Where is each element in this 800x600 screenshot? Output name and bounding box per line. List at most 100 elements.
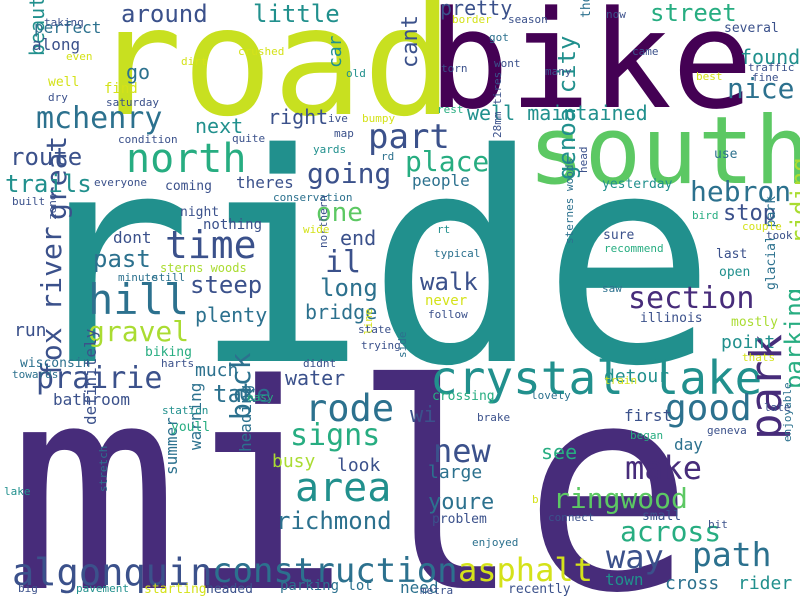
word: many — [545, 65, 572, 78]
word: past — [93, 245, 151, 273]
word: minute — [118, 271, 158, 284]
word: well maintained — [467, 101, 648, 125]
word: along — [32, 35, 81, 54]
word: brake — [477, 411, 511, 424]
word: still — [152, 271, 186, 284]
word: dont — [113, 228, 152, 247]
word: even — [66, 50, 93, 63]
word: people — [412, 171, 470, 190]
word: trails — [5, 170, 92, 198]
word: time — [165, 223, 257, 267]
word: gravel — [88, 315, 190, 348]
word: crystal lake — [430, 351, 763, 405]
word: run — [14, 320, 47, 341]
word: geneva — [707, 424, 747, 437]
word: biking — [145, 345, 192, 360]
word: busy — [272, 451, 316, 472]
word: rd — [381, 150, 395, 163]
word: old — [346, 67, 366, 80]
word: headed — [206, 582, 253, 597]
word: see — [541, 440, 578, 464]
word: good — [665, 388, 752, 429]
word: ride — [18, 93, 717, 430]
word: now — [606, 8, 626, 21]
word: bird — [692, 209, 719, 222]
word: richmond — [276, 507, 392, 535]
word: dry — [48, 91, 68, 104]
word: recently — [508, 582, 571, 597]
word: connect — [548, 511, 595, 524]
word: next — [195, 114, 244, 138]
word: algonquin — [12, 551, 213, 594]
word: began — [630, 429, 664, 442]
word: plenty — [195, 303, 268, 327]
word: didnt — [303, 357, 337, 370]
word: signs — [290, 418, 381, 453]
word: built — [12, 195, 46, 208]
word: 28mm tires — [491, 71, 504, 138]
word: hill — [88, 275, 190, 324]
word: mostly — [731, 315, 778, 330]
word: came — [632, 45, 659, 58]
word: night — [180, 205, 220, 220]
word: one — [316, 198, 363, 228]
word: street — [650, 0, 737, 27]
word: right — [268, 105, 329, 129]
word: across — [620, 515, 722, 548]
word: road — [92, 0, 454, 150]
word: point — [721, 332, 776, 353]
word: going — [307, 157, 392, 190]
word: wont — [494, 57, 521, 70]
word: thats — [742, 351, 776, 364]
word: bridge — [305, 300, 378, 324]
word: place — [405, 145, 490, 178]
word: towards — [12, 368, 59, 381]
word: b — [532, 493, 539, 506]
word: youll — [171, 420, 211, 435]
word: perfect — [34, 18, 102, 37]
word: open — [719, 265, 751, 280]
word: fine — [752, 71, 779, 84]
word: station — [162, 404, 209, 417]
word: side — [396, 331, 409, 359]
word: sterns woods — [160, 261, 247, 275]
word: south — [528, 97, 800, 206]
word: wi — [410, 403, 437, 428]
word: couple — [742, 220, 782, 233]
word: lovely — [531, 389, 571, 402]
word: yards — [313, 143, 347, 156]
word: line — [362, 308, 375, 336]
word: asphalt — [458, 551, 593, 589]
word: rode — [305, 387, 395, 430]
word: pavement — [76, 582, 129, 595]
word: make — [625, 449, 703, 487]
word: zone — [46, 193, 59, 221]
word: take — [213, 380, 271, 408]
word: walk — [420, 268, 478, 296]
word: first — [624, 406, 673, 425]
word: around — [121, 0, 208, 28]
word: nothing — [203, 217, 263, 233]
word: border — [452, 13, 492, 26]
word: prairie — [36, 361, 163, 396]
word: water — [285, 366, 346, 390]
word: path — [692, 535, 772, 574]
word: wide — [303, 223, 330, 236]
word: part — [368, 117, 450, 157]
word: late — [764, 401, 791, 414]
word: ive — [328, 112, 348, 125]
word: lake — [4, 485, 31, 498]
word: saw — [602, 282, 622, 295]
word: torn — [441, 62, 468, 75]
word: section — [628, 281, 755, 316]
word: town — [605, 570, 644, 589]
word: little — [253, 0, 340, 28]
word: typical — [434, 247, 481, 260]
word: never — [425, 293, 468, 309]
word: illinois — [640, 311, 703, 326]
word: mchenry — [36, 101, 163, 136]
word: last — [716, 247, 748, 262]
word: pretty — [440, 0, 513, 20]
word: well — [48, 75, 80, 90]
